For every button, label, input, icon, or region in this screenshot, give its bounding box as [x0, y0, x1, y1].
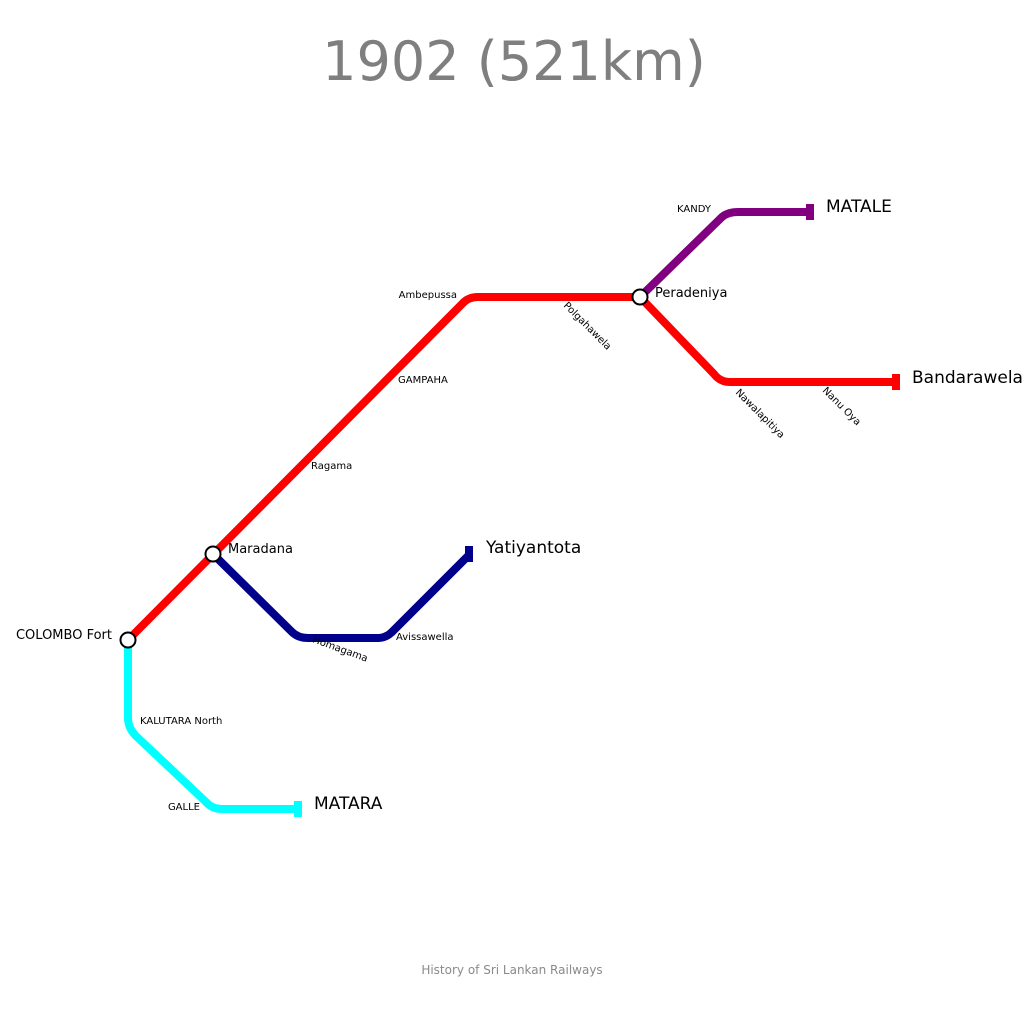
station-label-yatiyantota: Yatiyantota — [485, 538, 581, 558]
coast-line — [124, 640, 298, 813]
station-marker-colombo-fort[interactable] — [119, 631, 137, 649]
station-marker-peradeniya[interactable] — [631, 288, 649, 306]
map-title: 1902 (521km) — [322, 30, 706, 93]
station-label-kandy: KANDY — [677, 204, 712, 215]
station-label-ragama: Ragama — [311, 461, 352, 472]
station-label-nawalapitiya: Nawalapitiya — [733, 387, 787, 441]
coast-line-terminus — [294, 801, 302, 817]
station-label-bandarawela: Bandarawela — [912, 368, 1023, 388]
station-label-polgahawela: Polgahawela — [561, 300, 613, 352]
kelani-valley-line — [210, 551, 472, 642]
station-label-ambepussa: Ambepussa — [399, 290, 457, 301]
station-label-colombo-fort: COLOMBO Fort — [16, 628, 112, 643]
station-label-matale: MATALE — [826, 197, 892, 217]
kelani-valley-line-terminus — [465, 546, 473, 562]
station-label-matara: MATARA — [314, 794, 383, 814]
main-line-terminus — [892, 374, 900, 390]
station-label-galle: GALLE — [168, 802, 200, 813]
matale-line-terminus — [806, 204, 814, 220]
matale-line — [637, 208, 810, 300]
station-label-avissawella: Avissawella — [396, 632, 454, 643]
station-label-maradana: Maradana — [228, 542, 293, 557]
station-label-peradeniya: Peradeniya — [655, 286, 727, 301]
station-label-nanu-oya: Nanu Oya — [820, 385, 863, 428]
footer-credit: History of Sri Lankan Railways — [421, 963, 602, 977]
station-marker-maradana[interactable] — [204, 545, 222, 563]
station-label-gampaha: GAMPAHA — [398, 375, 448, 386]
station-label-kalutara-north: KALUTARA North — [140, 716, 222, 727]
